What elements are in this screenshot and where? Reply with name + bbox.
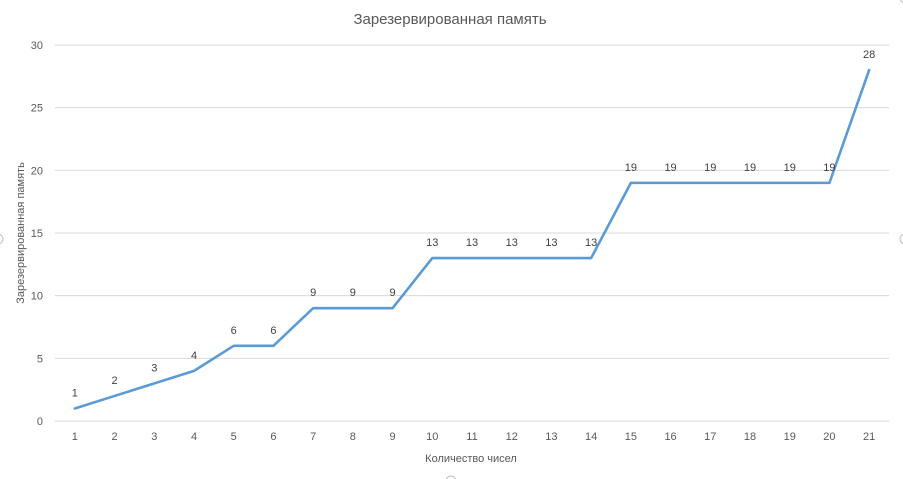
- data-label: 1: [72, 387, 78, 399]
- y-tick-label: 25: [31, 103, 43, 115]
- x-tick-label: 17: [704, 431, 716, 443]
- x-tick-label: 20: [823, 431, 835, 443]
- x-tick-label: 15: [625, 431, 637, 443]
- data-label: 13: [466, 237, 478, 249]
- y-tick-label: 30: [31, 40, 43, 52]
- x-tick-label: 6: [270, 431, 276, 443]
- x-tick-label: 11: [466, 431, 477, 443]
- x-tick-label: 19: [784, 431, 796, 443]
- y-tick-label: 15: [31, 228, 43, 240]
- x-tick-label: 4: [191, 431, 197, 443]
- x-tick-label: 18: [744, 431, 756, 443]
- x-axis-title: Количество чисел: [425, 453, 517, 465]
- resize-handle-top-right[interactable]: [899, 0, 903, 4]
- x-tick-label: 1: [72, 431, 78, 443]
- data-label: 9: [390, 287, 396, 299]
- data-label: 13: [545, 237, 557, 249]
- x-tick-label: 7: [310, 431, 316, 443]
- y-tick-label: 0: [37, 416, 43, 428]
- data-label: 2: [112, 375, 118, 387]
- data-label: 28: [863, 49, 875, 61]
- data-label: 4: [191, 350, 197, 362]
- data-label: 19: [744, 162, 756, 174]
- data-labels: 1 2 3 4 6 6 9 9 9 13 13 13 13 13 19 19 19 19 19 19 28: [72, 49, 875, 399]
- data-label: 19: [704, 162, 716, 174]
- data-label: 19: [784, 162, 796, 174]
- x-tick-label: 14: [585, 431, 597, 443]
- x-tick-label: 9: [390, 431, 396, 443]
- data-label: 6: [231, 325, 237, 337]
- y-tick-label: 20: [31, 165, 43, 177]
- data-label: 6: [270, 325, 276, 337]
- x-tick-label: 8: [350, 431, 356, 443]
- y-tick-label: 10: [31, 291, 43, 303]
- gridlines: [55, 44, 889, 422]
- data-label: 13: [585, 237, 597, 249]
- y-tick-label: 5: [37, 353, 43, 365]
- x-tick-label: 21: [863, 431, 875, 443]
- x-tick-label: 16: [664, 431, 676, 443]
- resize-handle-left[interactable]: [0, 233, 4, 245]
- x-tick-label: 3: [151, 431, 157, 443]
- x-tick-label: 13: [545, 431, 557, 443]
- x-tick-label: 12: [506, 431, 518, 443]
- y-axis-ticks: 0 5 10 15 20 25 30: [31, 40, 43, 428]
- data-label: 19: [625, 162, 637, 174]
- chart-title: Зарезервированная память: [353, 11, 546, 28]
- x-tick-label: 5: [231, 431, 237, 443]
- x-axis-ticks: 1 2 3 4 5 6 7 8 9 10 11 12 13 14 15 16 17 18 19 20 21: [72, 431, 875, 443]
- data-label: 13: [506, 237, 518, 249]
- data-label: 19: [664, 162, 676, 174]
- x-tick-label: 2: [112, 431, 118, 443]
- data-label: 3: [151, 362, 157, 374]
- data-label: 9: [310, 287, 316, 299]
- data-label: 13: [426, 237, 438, 249]
- series-lines: [73, 68, 871, 410]
- x-tick-label: 10: [426, 431, 438, 443]
- y-axis-title: Зарезервированная память: [15, 162, 27, 304]
- resize-handle-right[interactable]: [899, 233, 903, 245]
- resize-handle-bottom[interactable]: [445, 475, 457, 479]
- data-label: 19: [823, 162, 835, 174]
- data-label: 9: [350, 287, 356, 299]
